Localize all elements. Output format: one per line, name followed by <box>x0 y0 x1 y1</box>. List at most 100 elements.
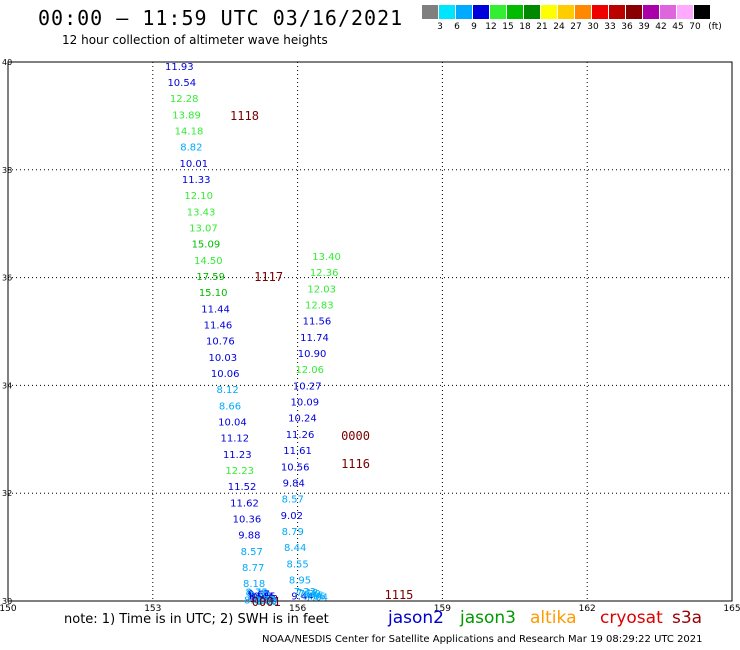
colorbar-label: 3 <box>437 22 443 32</box>
plot-frame <box>7 61 733 602</box>
colorbar-label: 42 <box>655 22 667 32</box>
pass-time-label: 0001 <box>252 595 281 609</box>
y-tick-label: 32 <box>2 489 12 498</box>
wave-height-label: 8.95 <box>289 575 311 586</box>
wave-height-label: 11.56 <box>303 317 332 328</box>
wave-height-label: 12.10 <box>184 191 213 202</box>
wave-height-label: 8.44 <box>284 543 306 554</box>
wave-height-label: 7.33 <box>294 587 316 598</box>
x-tick-label: 159 <box>434 604 451 614</box>
wave-height-label: 10.06 <box>211 369 240 380</box>
wave-height-label: 9.44 <box>291 592 313 603</box>
wave-height-label: 12.23 <box>225 466 254 477</box>
colorbar-swatch <box>575 5 591 19</box>
x-tick-label: 156 <box>289 604 306 614</box>
wave-height-label: 8.66 <box>219 401 241 412</box>
y-tick-label: 34 <box>2 381 12 390</box>
x-tick-label: 150 <box>0 604 17 614</box>
y-tick-label: 36 <box>2 274 12 283</box>
wave-height-label: 12.83 <box>305 301 334 312</box>
colorbar-unit: (ft) <box>708 22 722 32</box>
wave-height-label: 9.88 <box>238 531 260 542</box>
colorbar-swatch <box>609 5 625 19</box>
colorbar-label: 36 <box>621 22 633 32</box>
wave-height-label: 12.03 <box>307 284 336 295</box>
wave-height-label: 8.12 <box>216 385 238 396</box>
wave-height-label: 8.39 <box>249 591 271 602</box>
wave-height-label: 8.82 <box>257 597 279 608</box>
colorbar-swatch <box>694 5 710 19</box>
pass-time-label: 1116 <box>341 457 370 471</box>
wave-height-label: 15.09 <box>192 240 221 251</box>
wave-height-label: 10.56 <box>281 462 310 473</box>
footer-note: note: 1) Time is in UTC; 2) SWH is in fe… <box>64 612 329 627</box>
wave-height-label: 8.55 <box>286 559 308 570</box>
wave-height-label: 11.12 <box>221 434 250 445</box>
wave-height-label: 13.07 <box>189 223 218 234</box>
satellite-legend-item: altika <box>530 608 577 628</box>
wave-height-label: 10.76 <box>206 337 235 348</box>
colorbar-swatch <box>490 5 506 19</box>
wave-height-label: 11.74 <box>300 333 329 344</box>
colorbar-label: 12 <box>485 22 497 32</box>
chart-title: 00:00 – 11:59 UTC 03/16/2021 <box>38 6 404 30</box>
satellite-legend-item: s3a <box>672 608 703 628</box>
wave-height-label: 8.75 <box>245 587 267 598</box>
wave-height-label: 11.26 <box>286 430 315 441</box>
footer-credit: NOAA/NESDIS Center for Satellite Applica… <box>262 634 703 645</box>
wave-height-label: 8.85 <box>244 595 266 606</box>
wave-height-label: 13.89 <box>172 110 201 121</box>
chart-subtitle: 12 hour collection of altimeter wave hei… <box>62 33 328 47</box>
wave-height-label: 10.27 <box>293 381 322 392</box>
wave-height-label: 8.83 <box>255 596 277 607</box>
x-tick-label: 162 <box>579 604 596 614</box>
colorbar-label: 39 <box>638 22 650 32</box>
wave-height-label: 10.04 <box>218 418 247 429</box>
x-tick-label: 153 <box>144 604 161 614</box>
wave-height-label: 7.46 <box>301 590 323 601</box>
wave-height-label: 17.59 <box>196 272 225 283</box>
wave-height-label: 11.62 <box>230 498 259 509</box>
wave-height-label: 7.30 <box>299 589 321 600</box>
colorbar-label: 24 <box>553 22 565 32</box>
pass-time-label: 1118 <box>230 109 259 123</box>
satellite-legend-item: jason3 <box>460 608 516 628</box>
colorbar-label: 6 <box>454 22 460 32</box>
wave-height-label: 12.36 <box>310 268 339 279</box>
colorbar-label: 9 <box>471 22 477 32</box>
colorbar-swatch <box>541 5 557 19</box>
wave-height-label: 8.19 <box>247 588 269 599</box>
x-tick-label: 165 <box>723 604 740 614</box>
wave-height-label: 10.03 <box>208 353 237 364</box>
colorbar-swatch <box>456 5 472 19</box>
colorbar-label: 30 <box>587 22 599 32</box>
wave-height-label: 8.82 <box>180 143 202 154</box>
colorbar-swatch <box>660 5 676 19</box>
wave-height-label: 8.59 <box>254 595 276 606</box>
wave-height-label: 10.36 <box>233 515 262 526</box>
pass-time-label: 0000 <box>341 429 370 443</box>
wave-height-label: 7.86 <box>303 591 325 602</box>
pass-time-label: 1115 <box>385 588 414 602</box>
wave-height-label: 9.02 <box>281 511 303 522</box>
colorbar-swatch <box>643 5 659 19</box>
colorbar-swatch <box>558 5 574 19</box>
wave-height-label: 13.40 <box>312 252 341 263</box>
wave-height-label: 13.43 <box>187 207 216 218</box>
satellite-legend-item: cryosat <box>600 608 663 628</box>
wave-height-label: 10.09 <box>291 398 320 409</box>
wave-height-label: 11.52 <box>228 482 257 493</box>
wave-height-label: 12.06 <box>295 365 324 376</box>
y-tick-label: 38 <box>2 166 12 175</box>
wave-height-label: 11.93 <box>165 62 194 73</box>
wave-height-label: 7.18 <box>296 588 318 599</box>
wave-height-label: 14.18 <box>175 126 204 137</box>
colorbar-swatch <box>473 5 489 19</box>
colorbar-label: 21 <box>536 22 548 32</box>
colorbar-label: 70 <box>689 22 701 32</box>
wave-height-label: 11.23 <box>223 450 252 461</box>
wave-height-label: 7.64 <box>306 592 328 603</box>
colorbar-label: 45 <box>672 22 684 32</box>
wave-height-label: 10.24 <box>288 414 317 425</box>
